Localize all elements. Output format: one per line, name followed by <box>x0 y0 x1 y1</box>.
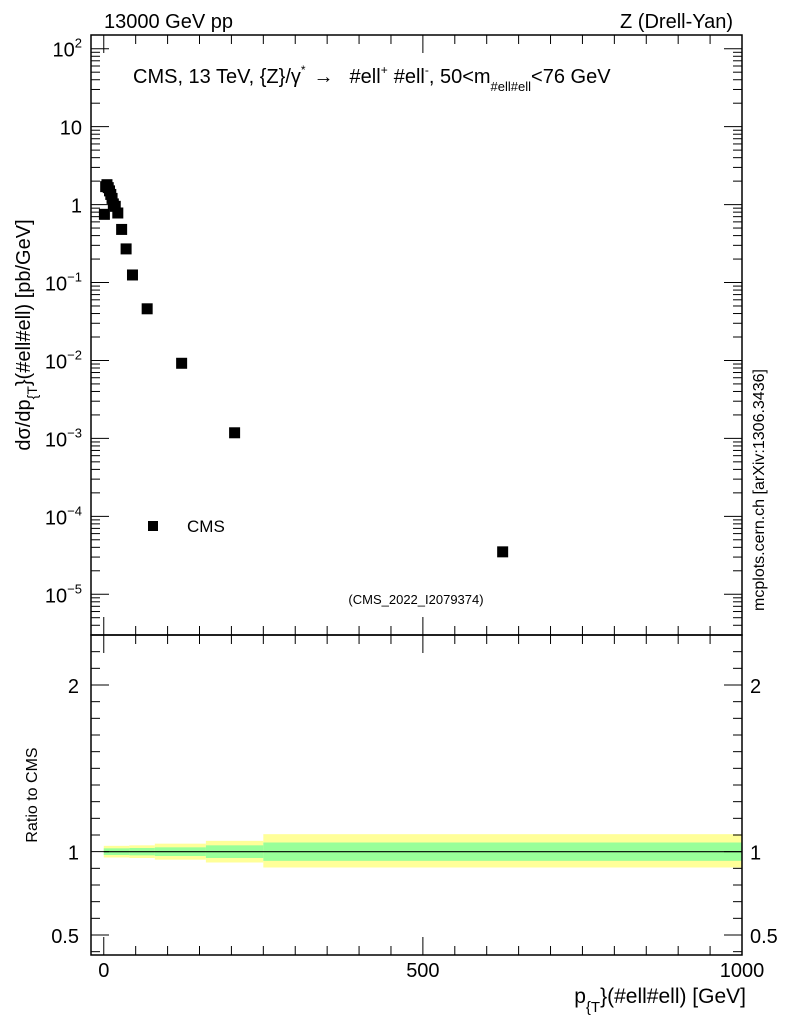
header-right: Z (Drell-Yan) <box>620 11 733 33</box>
ratio-y-tick-label: 1 <box>68 843 79 865</box>
data-point <box>106 192 118 204</box>
side-label: mcplots.cern.ch [arXiv:1306.3436] <box>751 369 768 611</box>
data-point <box>126 269 138 281</box>
y-tick-label: 102 <box>53 36 82 62</box>
legend-label: CMS <box>187 517 225 536</box>
y-tick-label: 10−4 <box>45 503 82 529</box>
data-point <box>141 303 153 315</box>
ratio-y-axis-label: Ratio to CMS <box>24 747 41 842</box>
data-point <box>176 357 188 369</box>
data-point <box>120 243 132 255</box>
header-left: 13000 GeV pp <box>104 11 233 33</box>
ratio-y-tick-label: 2 <box>68 676 79 698</box>
y-tick-label: 10−5 <box>45 581 82 607</box>
plot-title: CMS, 13 TeV, {Z}/γ* → #ell+ #ell-, 50<m#ell… <box>133 63 611 94</box>
data-point <box>229 427 241 439</box>
y-tick-label: 10−2 <box>45 347 82 373</box>
x-tick-label: 0 <box>98 960 109 982</box>
data-point <box>112 207 124 219</box>
ratio-y-tick-label: 0.5 <box>750 926 778 948</box>
x-tick-label: 1000 <box>720 960 765 982</box>
main-y-ticks: 10−5 10−4 10−3 10−2 10−1 1 10 102 <box>45 36 742 636</box>
y-tick-label: 10−1 <box>45 270 82 296</box>
main-plot-frame <box>90 34 743 636</box>
data-points <box>98 179 509 558</box>
x-tick-label: 500 <box>406 960 439 982</box>
ratio-plot-panel: 0.5 0.5 1 1 2 2 0 500 1000 Ratio to CMS p{T}(#e… <box>24 634 778 1016</box>
ratio-plot-frame <box>90 634 743 956</box>
ratio-x-ticks: 0 500 1000 <box>98 635 764 982</box>
analysis-watermark: (CMS_2022_I2079374) <box>348 592 483 607</box>
legend-marker <box>148 521 158 531</box>
x-axis-label: p{T}(#ell#ell) [GeV] <box>574 985 746 1016</box>
ratio-y-tick-label: 1 <box>750 843 761 865</box>
data-point <box>98 208 110 220</box>
main-y-axis-label: dσ/dp{T}(#ell#ell) [pb/GeV] <box>13 219 40 450</box>
y-tick-label: 10−3 <box>45 425 82 451</box>
ratio-y-ticks: 0.5 0.5 1 1 2 2 <box>51 634 778 953</box>
data-point <box>109 200 121 212</box>
data-point <box>116 223 128 235</box>
y-tick-label: 10 <box>60 118 82 140</box>
data-point <box>497 546 509 558</box>
y-tick-label: 1 <box>71 196 82 218</box>
ratio-bands <box>103 834 742 868</box>
main-x-ticks <box>103 35 743 635</box>
ratio-y-tick-label: 2 <box>750 676 761 698</box>
main-plot-panel: 10−5 10−4 10−3 10−2 10−1 1 10 102 CMS, 13 TeV, … <box>13 34 743 636</box>
ratio-y-tick-label: 0.5 <box>51 926 79 948</box>
